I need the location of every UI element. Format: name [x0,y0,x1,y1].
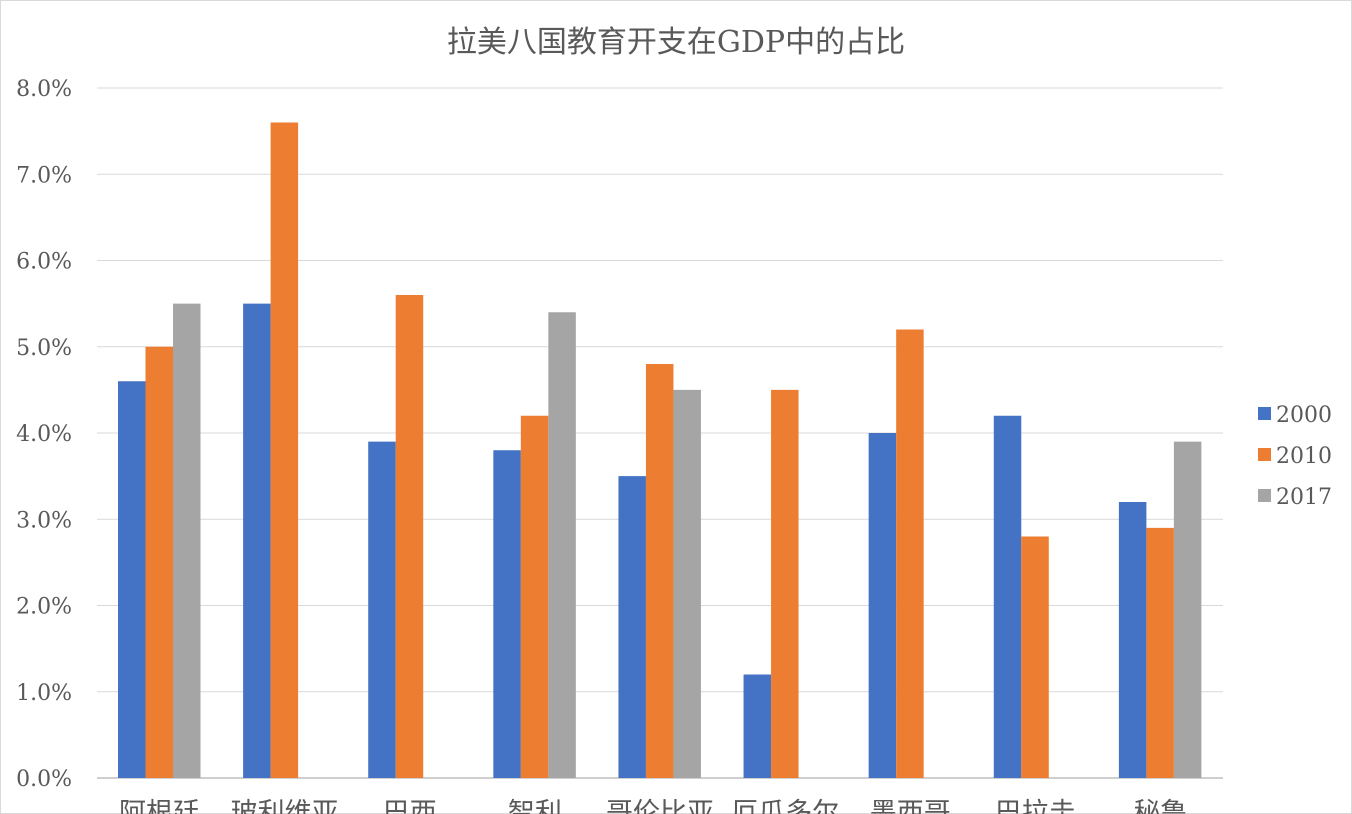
bar-2000-7 [993,415,1022,778]
x-tick-label: 巴拉圭 [995,798,1076,814]
x-tick-label: 秘鲁 [1133,798,1187,814]
y-tick-label: 1.0% [16,681,72,706]
legend-swatch-2000 [1258,407,1271,420]
bar-2000-2 [368,441,396,778]
x-tick-label: 智利 [508,798,562,814]
bar-2000-0 [118,381,146,778]
legend-swatch-2017 [1258,489,1271,502]
legend-label: 2017 [1276,485,1332,510]
bar-2017-4 [673,389,701,778]
bar-2000-8 [1118,502,1147,778]
bar-2010-7 [1021,536,1049,778]
bar-2010-3 [520,415,549,778]
x-tick-label: 巴西 [383,798,437,814]
bar-2017-0 [173,303,201,778]
y-tick-label: 2.0% [16,595,72,620]
bar-2010-6 [896,329,924,778]
y-tick-label: 5.0% [16,336,72,361]
bar-2000-1 [243,303,271,778]
bar-2017-3 [548,312,576,778]
x-tick-label: 阿根廷 [119,798,200,814]
bar-2000-5 [743,674,772,778]
legend-label: 2010 [1276,444,1332,469]
x-tick-label: 厄瓜多尔 [731,798,839,814]
bar-2010-4 [645,364,674,778]
y-tick-label: 6.0% [16,250,72,275]
bar-2010-1 [270,122,299,778]
bar-2010-8 [1146,527,1174,778]
y-tick-label: 4.0% [16,422,72,447]
chart-title: 拉美八国教育开支在GDP中的占比 [447,25,905,60]
y-tick-label: 3.0% [16,508,72,533]
bar-2000-6 [868,433,897,778]
bar-2017-8 [1173,441,1202,778]
x-tick-label: 哥伦比亚 [606,798,714,814]
legend-label: 2000 [1276,403,1332,428]
y-tick-label: 0.0% [16,767,72,792]
bar-2000-4 [618,476,646,778]
bar-2010-5 [771,389,799,778]
x-tick-label: 玻利维亚 [231,798,339,814]
bar-2010-2 [395,295,424,778]
bar-2000-3 [493,450,521,778]
legend-swatch-2010 [1258,448,1271,461]
bar-2010-0 [145,346,173,778]
y-tick-label: 7.0% [16,163,72,188]
x-tick-label: 墨西哥 [870,798,951,814]
y-tick-label: 8.0% [16,77,72,102]
